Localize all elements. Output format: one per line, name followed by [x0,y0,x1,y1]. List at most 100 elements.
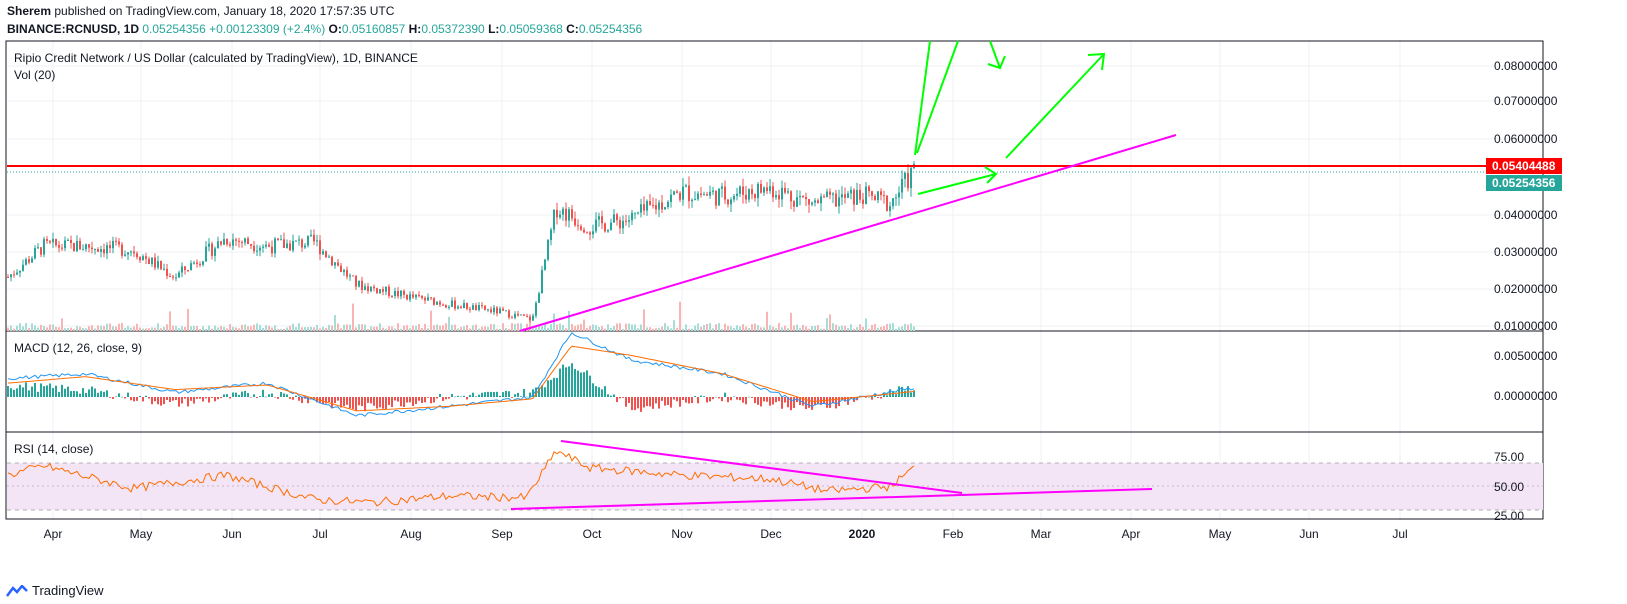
macd-hist-bar [892,391,894,397]
volume-bar [94,328,96,331]
rsi-trendlines[interactable] [510,440,1153,510]
volume-bar [601,326,603,331]
candle-body [904,172,906,179]
candle-body [304,245,306,248]
candle-body [826,191,828,198]
candle-body [313,234,315,242]
macd-hist-bar [268,394,270,397]
candle-body [754,194,756,199]
macd-hist-bar [631,397,633,411]
candle-body [451,300,453,307]
volume-bar [658,327,660,331]
macd-hist-bar [397,397,399,402]
x-tick-label: Aug [400,527,421,541]
volume-bar [382,327,384,331]
macd-hist-bar [7,386,9,397]
volume-bar [325,327,327,331]
x-tick-label: Jun [222,527,241,541]
macd-hist-bar [175,397,177,401]
rsi-title: RSI (14, close) [14,442,94,456]
candle-body [529,316,531,321]
candle-body [343,269,345,272]
candle-body [238,240,240,242]
volume-bar [190,326,192,331]
x-tick-label: May [1209,527,1232,541]
arrow-down-head[interactable] [987,55,1006,70]
macd-hist-bar [34,383,36,397]
macd-hist-bar [616,397,618,403]
arrow-upright-head[interactable] [1087,52,1106,71]
volume-bar [694,325,696,331]
macd-hist-bar [277,397,279,399]
candle-body [610,222,612,230]
macd-hist-bar [685,397,687,403]
volume-bar [724,323,726,331]
candle-body [511,317,513,319]
macd-hist-bar [55,385,57,397]
arrow-right-shaft[interactable] [917,173,997,195]
candle-body [127,252,129,255]
macd-hist-bar [25,382,27,397]
volume-bar [238,328,240,331]
arrow-down-shaft[interactable] [989,40,1001,69]
macd-hist-bar [367,397,369,403]
volume-bar [742,324,744,331]
candle-body [163,268,165,270]
candle-body [205,246,207,262]
author-name[interactable]: Sherem [7,4,52,18]
macd-hist-bar [913,390,915,397]
macd-hist-bar [673,397,675,400]
tradingview-logo[interactable]: TradingView [6,583,104,598]
low-value: 0.05059368 [499,22,563,36]
candle-body [349,275,351,277]
candle-body [178,272,180,278]
candle-body [697,193,699,200]
candle-body [682,186,684,200]
volume-bar [79,326,81,331]
macd-hist-bar [334,397,336,404]
macd-hist-bar [508,391,510,397]
candle-body [595,219,597,232]
projection-arrows[interactable] [914,40,1106,195]
arrow-up-1[interactable] [914,40,931,156]
candle-body [439,301,441,305]
macd-hist-bar [610,395,612,397]
macd-hist-bar [877,397,879,399]
macd-hist-bar [763,397,765,402]
volume-bar [241,324,243,331]
candle-body [589,232,591,235]
volume-bar [319,328,321,331]
candle-body [130,251,132,253]
volume-bar [781,327,783,331]
arrow-up-2[interactable] [916,40,959,154]
candle-body [658,202,660,210]
candle-body [223,239,225,245]
candle-body [61,247,63,249]
macd-hist-bar [724,392,726,397]
arrow-upright-shaft[interactable] [1005,53,1105,159]
support-trendline[interactable] [519,134,1177,332]
volume-bar [262,327,264,331]
volume-bar [505,328,507,331]
macd-hist-bar [793,397,795,409]
candle-body [502,308,504,311]
macd-hist-bar [652,397,654,409]
volume-bar [163,326,165,331]
macd-hist-bar [721,397,723,402]
rsi-resistance-trend[interactable] [560,440,963,494]
macd-hist-bar [91,386,93,397]
macd-hist-bar [769,397,771,406]
candle-body [463,303,465,309]
volume-bar [283,328,285,331]
rsi-support-trend[interactable] [510,488,1153,510]
volume-bar [550,324,552,331]
candle-body [772,186,774,198]
candle-body [472,305,474,310]
arrow-right-head[interactable] [984,166,998,184]
candle-body [820,196,822,204]
macd-hist-bar [430,397,432,404]
volume-bar [301,327,303,331]
volume-bar [214,325,216,331]
volume-bar [718,323,720,331]
